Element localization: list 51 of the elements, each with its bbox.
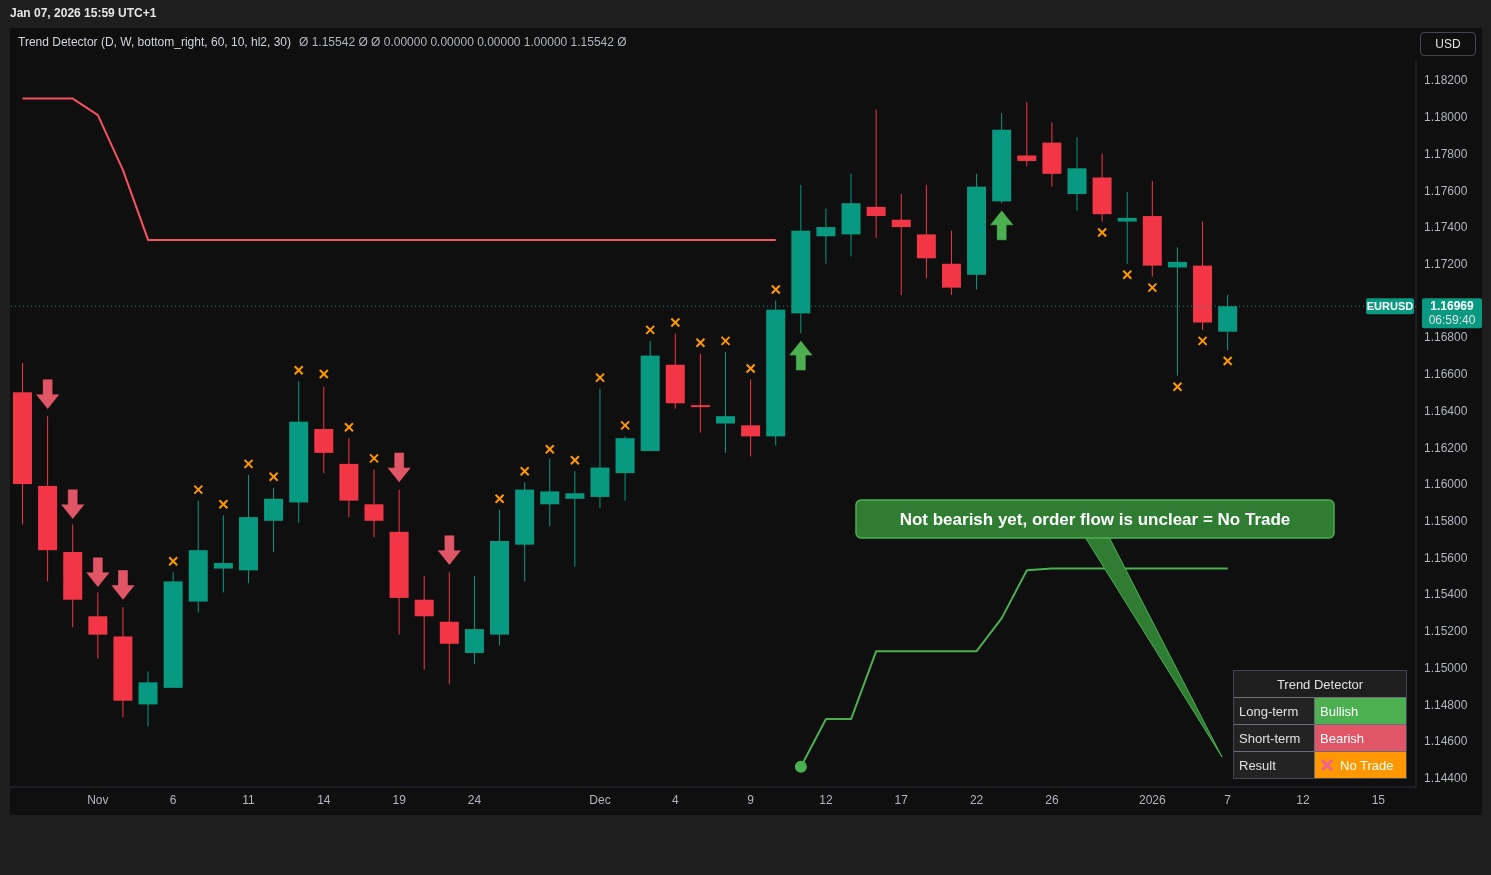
x-tick-label: 12 xyxy=(1296,792,1311,807)
annotation: Bearish xyxy=(1315,725,1406,751)
y-tick-label: 1.14600 xyxy=(1424,734,1468,749)
y-tick-label: 1.15400 xyxy=(1424,587,1468,602)
y-tick-label: 1.17800 xyxy=(1424,146,1468,161)
y-tick-label: 1.14400 xyxy=(1424,771,1468,786)
y-tick-label: 1.16800 xyxy=(1424,330,1468,345)
y-tick-label: 1.16400 xyxy=(1424,403,1468,418)
y-tick-label: 1.16200 xyxy=(1424,440,1468,455)
annotation: Bullish xyxy=(1315,698,1406,724)
y-tick-label: 1.14800 xyxy=(1424,697,1468,712)
text: 06:59:40 xyxy=(1428,313,1476,328)
ref-line-label: 1.16969 xyxy=(1430,299,1475,314)
y-tick-label: 1.16000 xyxy=(1424,477,1468,492)
y-tick-label: 1.15000 xyxy=(1424,660,1468,675)
x-tick-label: 19 xyxy=(392,792,407,807)
y-tick-label: 1.15600 xyxy=(1424,550,1468,565)
x-tick-label: 9 xyxy=(747,792,755,807)
y-tick-label: 1.17200 xyxy=(1424,257,1468,272)
y-tick-label: 1.15200 xyxy=(1424,624,1468,639)
x-tick-label: 14 xyxy=(317,792,331,807)
text: Ø 1.15542 Ø Ø 0.00000 0.00000 0.00000 1.00000 1.15542 Ø xyxy=(299,35,627,49)
y-tick-label: 1.18200 xyxy=(1424,73,1468,88)
x-tick-label: 26 xyxy=(1045,792,1059,807)
x-tick-label: 22 xyxy=(969,792,984,807)
x-tick-label: 2026 xyxy=(1139,792,1167,807)
chart-title: Trend Detector (D, W, bottom_right, 60, 10, hl2, 30) xyxy=(18,35,292,49)
y-tick-label: 1.15800 xyxy=(1424,514,1468,529)
annotation: Short-term xyxy=(1234,725,1315,751)
annotation: EURUSD xyxy=(1366,300,1414,313)
x-tick-label: 6 xyxy=(169,792,177,807)
annotation: Result xyxy=(1234,752,1315,778)
annotation: Trend Detector xyxy=(1234,671,1406,697)
y-tick-label: 1.17400 xyxy=(1424,220,1468,235)
annotation: No Trade xyxy=(1315,752,1406,778)
x-tick-label: 17 xyxy=(894,792,909,807)
text: USD xyxy=(1420,32,1476,56)
x-tick-label: Nov xyxy=(87,792,109,807)
x-tick-label: 11 xyxy=(242,792,256,807)
y-tick-label: 1.16600 xyxy=(1424,367,1468,382)
x-tick-label: 12 xyxy=(819,792,833,807)
x-tick-label: 7 xyxy=(1224,792,1232,807)
annotation: Long-term xyxy=(1234,698,1315,724)
x-tick-label: Dec xyxy=(589,792,611,807)
annotation: Not bearish yet, order flow is unclear = No Trade xyxy=(899,510,1291,529)
x-tick-label: 15 xyxy=(1371,792,1386,807)
x-tick-label: 4 xyxy=(672,792,679,807)
text: Jan 07, 2026 15:59 UTC+1 xyxy=(10,6,157,20)
y-tick-label: 1.17600 xyxy=(1424,183,1468,198)
y-tick-label: 1.18000 xyxy=(1424,110,1468,125)
x-tick-label: 24 xyxy=(467,792,482,807)
